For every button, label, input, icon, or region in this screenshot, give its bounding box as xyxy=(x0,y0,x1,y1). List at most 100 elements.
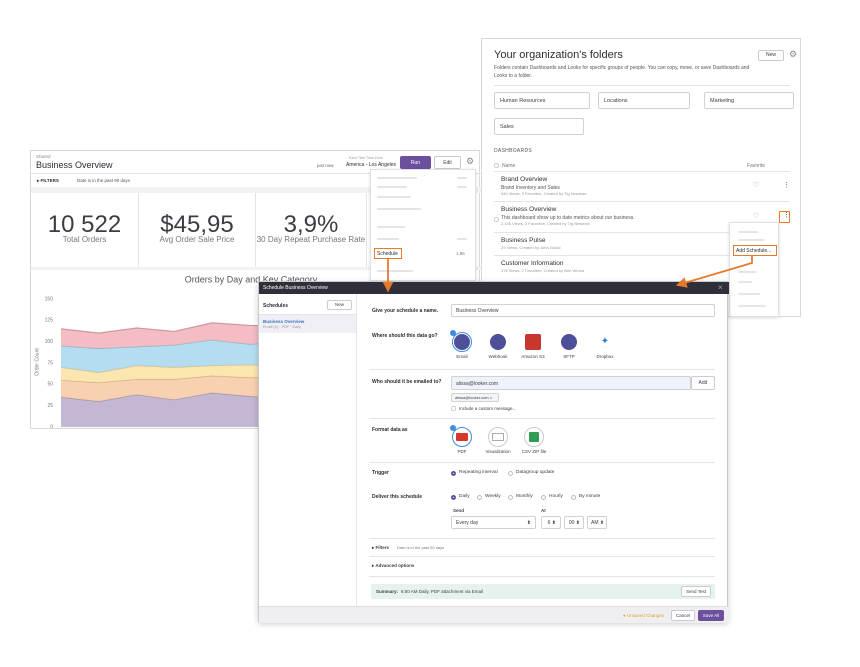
advanced-toggle[interactable]: ▸ Advanced options xyxy=(372,563,415,568)
trigger-option[interactable]: Repeating interval xyxy=(459,470,498,475)
timezone-label: Each Tiles Time Zone xyxy=(349,156,383,160)
interval-option[interactable]: By minute xyxy=(579,494,601,499)
modal-footer: ● Unsaved Changes Cancel Save All xyxy=(259,606,729,623)
destination-option[interactable]: Dropbox xyxy=(596,354,614,359)
folders-title: Your organization's folders xyxy=(494,49,623,61)
sidebar-title: Schedules xyxy=(263,303,289,309)
edit-button[interactable]: Edit xyxy=(434,156,461,169)
format-option[interactable]: CSV ZIP file xyxy=(521,449,547,454)
kpi-value: 3,9% xyxy=(283,211,339,238)
interval-option[interactable]: Weekly xyxy=(485,494,501,499)
new-schedule-button[interactable]: New xyxy=(327,300,352,310)
trigger-option[interactable]: Datagroup update xyxy=(516,470,555,475)
tile-menu: Schedule 1,96 xyxy=(370,169,476,281)
hour-value: 6 xyxy=(547,520,551,526)
modal-title: Schedule Business Overview xyxy=(263,285,328,291)
y-axis-label: Order Count xyxy=(34,348,40,376)
context-menu: Add Schedule... xyxy=(729,222,779,317)
updated-time: just now xyxy=(317,163,334,168)
column-header[interactable]: Name xyxy=(502,163,516,169)
minute-select[interactable]: 00 ⬍ xyxy=(564,516,584,529)
favorite-icon[interactable]: ♡ xyxy=(753,213,760,220)
folder[interactable]: Human Resources xyxy=(494,92,590,109)
settings-icon[interactable]: ⚙ xyxy=(466,156,475,166)
dashboard-title[interactable]: Customer Information xyxy=(501,260,564,267)
y-tick-label: 0 xyxy=(50,424,53,428)
close-button[interactable]: × xyxy=(718,283,723,292)
save-button[interactable]: Save All xyxy=(698,610,724,621)
menu-value: 1,96 xyxy=(456,251,465,256)
y-tick-label: 75 xyxy=(47,360,53,366)
send-select[interactable]: Every day ⬍ xyxy=(451,516,536,529)
dashboard-meta: 29 Views, Created by John Gould xyxy=(501,245,561,250)
ampm-select[interactable]: AM ⬍ xyxy=(587,516,607,529)
folder[interactable]: Sales xyxy=(494,118,584,135)
unsaved-indicator: ● Unsaved Changes xyxy=(623,613,664,618)
filter-text: Date is in the past 90 days xyxy=(77,178,131,183)
summary-box: Summary: 6:00 AM Daily, PDF attachment v… xyxy=(371,584,715,599)
run-button[interactable]: Run xyxy=(400,156,431,169)
dashboard-title[interactable]: Brand Overview xyxy=(501,176,548,183)
interval-option[interactable]: Monthly xyxy=(516,494,533,499)
timezone-select[interactable]: America - Los Angeles xyxy=(346,162,397,168)
cancel-button[interactable]: Cancel xyxy=(671,610,695,621)
name-input[interactable]: Business Overview xyxy=(451,304,715,317)
destination-option[interactable]: Webhook xyxy=(488,354,508,359)
format-option[interactable]: Visualization xyxy=(485,449,511,454)
kpi-label: Avg Order Sale Price xyxy=(159,235,235,244)
destination-option[interactable]: SFTP xyxy=(563,354,575,359)
add-button[interactable]: Add xyxy=(691,376,715,390)
folder[interactable]: Marketing xyxy=(704,92,794,109)
menu-item[interactable]: Add Schedule... xyxy=(736,248,772,254)
interval-option[interactable]: Daily xyxy=(459,494,470,499)
modal-header: Schedule Business Overview × xyxy=(259,282,729,294)
dashboard-meta: 176 Views, 2 Favorites, Created by Ben W… xyxy=(501,268,585,273)
field-label: Where should this data go? xyxy=(372,333,438,339)
schedule-meta: Email (1) · PDF · Daily xyxy=(263,325,301,329)
field-label: Trigger xyxy=(372,470,389,476)
interval-option[interactable]: Hourly xyxy=(549,494,563,499)
minute-value: 00 xyxy=(568,520,575,526)
section-label: DASHBOARDS xyxy=(494,148,533,154)
favorite-icon[interactable]: ♡ xyxy=(753,182,760,189)
email-input[interactable]: alissa@looker.com xyxy=(451,376,691,390)
dashboard-description: Brand Inventory and Sales xyxy=(501,185,560,191)
send-test-button[interactable]: Send Test xyxy=(681,586,711,597)
dashboard-title[interactable]: Business Overview xyxy=(501,206,557,213)
breadcrumb[interactable]: Shared xyxy=(36,154,51,159)
column-header: Favorite xyxy=(747,163,766,169)
destination-option[interactable]: Amazon S3 xyxy=(521,354,545,359)
y-tick-label: 125 xyxy=(45,318,54,324)
kpi-label: Total Orders xyxy=(62,235,107,244)
dashboard-title: Business Overview xyxy=(36,160,113,170)
dashboard-title[interactable]: Business Pulse xyxy=(501,237,546,244)
dashboard-meta: 2,146 Views, 3 Favorites, Created by Tig… xyxy=(501,221,590,226)
chip-text: alissa@looker.com xyxy=(455,395,489,400)
menu-item[interactable]: Schedule xyxy=(377,251,398,257)
hour-select[interactable]: 6 ⬍ xyxy=(541,516,561,529)
destination-option[interactable]: Email xyxy=(456,354,468,359)
kpi-label: 30 Day Repeat Purchase Rate xyxy=(256,235,366,244)
filters-toggle[interactable]: ▸ Filters xyxy=(372,545,390,550)
menu-icon[interactable]: ⋮ xyxy=(783,212,790,219)
schedule-modal: Schedule Business Overview × Schedules N… xyxy=(258,281,729,623)
filters-toggle[interactable]: ▸ FILTERS xyxy=(37,178,59,183)
y-tick-label: 50 xyxy=(47,382,53,388)
format-option[interactable]: PDF xyxy=(457,449,467,454)
summary-text: 6:00 AM Daily, PDF attachment via Email xyxy=(401,589,483,594)
dashboard-description: This dashboard show up to date metrics a… xyxy=(501,215,635,221)
custom-message-option[interactable]: Include a custom message... xyxy=(459,406,517,411)
folder[interactable]: Locations xyxy=(598,92,690,109)
email-chip[interactable]: alissa@looker.com × xyxy=(451,393,499,402)
schedule-item[interactable]: Business Overview Email (1) · PDF · Dail… xyxy=(259,315,356,333)
settings-icon[interactable]: ⚙ xyxy=(789,49,798,59)
at-label: At xyxy=(541,508,546,513)
field-label: Who should it be emailed to? xyxy=(372,379,442,385)
menu-icon[interactable]: ⋮ xyxy=(783,182,790,189)
send-label: Send xyxy=(453,508,465,513)
kpi-value: $45,95 xyxy=(160,211,234,238)
new-button[interactable]: New xyxy=(758,50,784,61)
folders-description: Folders contain Dashboards and Looks for… xyxy=(494,65,750,79)
y-tick-label: 100 xyxy=(45,339,54,345)
